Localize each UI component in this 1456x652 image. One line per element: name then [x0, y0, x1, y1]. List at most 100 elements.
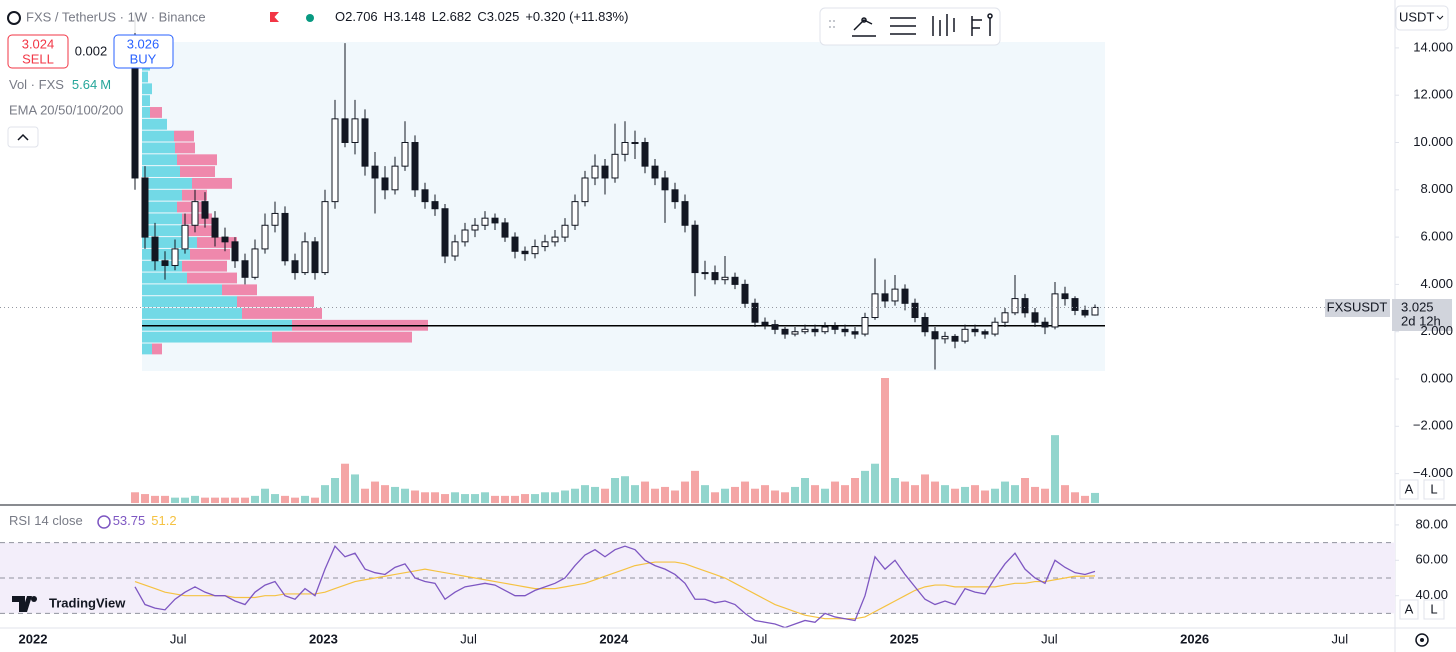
candle-body	[1021, 298, 1029, 314]
candle-body	[441, 208, 449, 257]
volume-bar	[721, 488, 729, 503]
log-button[interactable]	[1423, 479, 1445, 500]
candle-body	[1081, 309, 1089, 316]
candle-body	[241, 260, 249, 278]
candle-body	[771, 324, 779, 330]
currency-caret	[1436, 15, 1444, 20]
candle-body	[761, 321, 769, 326]
volume-bar	[761, 485, 769, 503]
profile-up	[142, 166, 180, 177]
rsi-tick-label: 80.00	[1415, 516, 1448, 531]
volume-value: 5.64	[72, 77, 97, 92]
currency-button[interactable]	[1395, 5, 1449, 31]
candle-body	[141, 177, 149, 238]
auto-button[interactable]	[1399, 479, 1419, 500]
header-bg	[0, 0, 800, 33]
candle-body	[701, 272, 709, 275]
volume-bar	[551, 492, 559, 503]
candle-body	[581, 177, 589, 203]
volume-legend: Vol · FXS 5.64 M	[9, 77, 111, 92]
volume-bar	[841, 485, 849, 503]
volume-bar	[851, 478, 859, 503]
buy-button[interactable]	[113, 34, 174, 69]
volume-bar	[1021, 478, 1029, 503]
candle-body	[461, 229, 469, 243]
candle-body	[171, 248, 179, 266]
candle-body	[391, 165, 399, 191]
profile-down	[175, 142, 195, 154]
volume-bar	[521, 494, 529, 503]
volume-bar	[741, 481, 749, 503]
profile-up	[142, 71, 148, 83]
candle-body	[791, 331, 799, 335]
volume-bar	[641, 481, 649, 503]
volume-bar	[1001, 481, 1009, 503]
candle-body	[211, 217, 219, 238]
rsi-line	[134, 544, 1096, 628]
profile-down	[180, 166, 215, 177]
collapse-button[interactable]	[7, 126, 39, 148]
volume-bar	[661, 486, 669, 503]
rsi-value: 53.75	[113, 513, 146, 528]
candle-body	[531, 246, 539, 255]
candle-body	[841, 328, 849, 333]
symbol-tag-text: FXSUSDT	[1327, 299, 1388, 314]
ohlc-value: 2.682	[439, 9, 472, 24]
candle-body	[951, 335, 959, 342]
profile-up	[142, 95, 150, 107]
candle-body	[251, 248, 259, 278]
volume-bar	[651, 488, 659, 503]
volume-bar	[271, 494, 279, 503]
volume-bar	[401, 488, 409, 503]
profile-down	[187, 225, 217, 237]
ohlc-label: O	[335, 9, 345, 24]
volume-bar	[1071, 492, 1079, 503]
candle-body	[401, 142, 409, 167]
profile-down	[190, 248, 230, 260]
profile-up	[142, 107, 150, 118]
candle-body	[1011, 298, 1019, 314]
y-tick-label: −4.000	[1413, 465, 1453, 480]
auto-button[interactable]	[1399, 599, 1419, 620]
candle-body	[641, 142, 649, 167]
rsi-lines	[134, 544, 1096, 628]
volume-bar	[591, 486, 599, 503]
y-tick-label: 12.000	[1413, 87, 1453, 102]
profile-down	[222, 284, 257, 296]
profile-down	[174, 130, 194, 142]
candle-body	[291, 260, 299, 274]
ohlc-label: C	[477, 9, 486, 24]
volume-bar	[451, 492, 459, 503]
candle-body	[181, 224, 189, 250]
candle-body	[411, 142, 419, 191]
x-tick-label: 2023	[309, 631, 338, 646]
rsi-ma-line	[134, 561, 1096, 620]
volume-bar	[871, 463, 879, 503]
profile-down	[152, 343, 162, 355]
candle-body	[881, 293, 889, 302]
volume-bar	[501, 495, 509, 503]
settings-button[interactable]	[1415, 633, 1429, 647]
sell-button[interactable]	[7, 34, 69, 69]
volume-bar	[611, 478, 619, 503]
volume-bar	[971, 485, 979, 503]
profile-down	[177, 154, 217, 166]
candle-body	[371, 165, 379, 179]
ema-legend: EMA 20/50/100/200	[9, 102, 123, 117]
candle-body	[161, 260, 169, 266]
change: +0.320 (+11.83%)	[525, 9, 628, 24]
candle-body	[721, 276, 729, 281]
volume-bar	[911, 485, 919, 503]
last-price: 3.025	[1401, 299, 1434, 314]
candle-body	[511, 236, 519, 252]
candle-body	[341, 118, 349, 143]
x-tick-label: 2022	[19, 631, 48, 646]
x-tick-label: 2026	[1180, 631, 1209, 646]
log-button[interactable]	[1423, 599, 1445, 620]
candle-body	[551, 236, 559, 243]
x-tick-label: 2024	[599, 631, 629, 646]
volume-bar	[441, 494, 449, 503]
profile-down	[150, 107, 162, 118]
candle-body	[781, 328, 789, 335]
